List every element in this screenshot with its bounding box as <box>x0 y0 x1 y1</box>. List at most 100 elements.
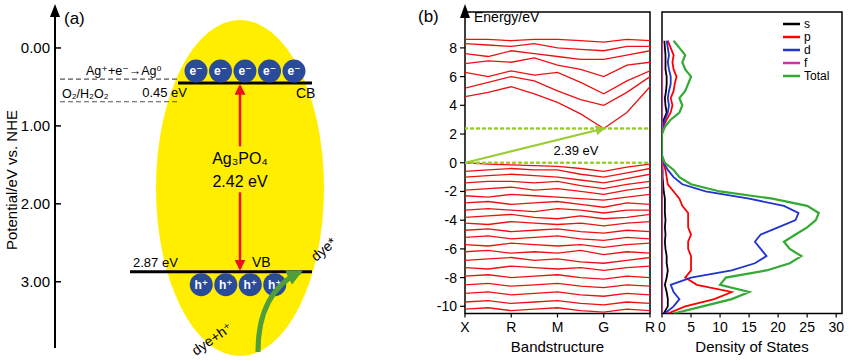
x-tick <box>603 314 604 318</box>
legend-label: f <box>804 56 808 70</box>
legend-label: s <box>804 17 810 31</box>
legend-swatch <box>783 23 800 26</box>
band-line <box>465 181 650 188</box>
band-line <box>465 194 650 200</box>
band-name: VB <box>252 254 271 270</box>
band-line <box>465 209 650 213</box>
y-axis <box>54 13 56 348</box>
band-line <box>465 39 650 42</box>
carrier <box>239 273 262 296</box>
y-tick <box>55 47 61 49</box>
x-tick <box>511 314 512 318</box>
y-tick-label: -8 <box>445 270 458 286</box>
plot-frame <box>662 12 842 314</box>
carrier-label: e⁻ <box>238 64 251 78</box>
y-tick <box>460 248 465 249</box>
carrier-label: h⁺ <box>194 278 208 292</box>
x-tick-label: X <box>460 319 470 335</box>
figure: 0.001.002.003.00Potential/eV vs. NHE(a)A… <box>0 0 854 361</box>
band-line <box>465 229 650 233</box>
band-line <box>465 187 650 194</box>
x-tick <box>836 314 837 318</box>
band-line <box>465 87 650 129</box>
y-tick-label: 0 <box>449 155 457 171</box>
y-tick <box>55 281 61 283</box>
carrier <box>258 60 281 83</box>
y-tick <box>460 76 465 77</box>
reaction-arrow <box>258 272 300 352</box>
x-tick-label: 10 <box>712 319 728 335</box>
y-tick <box>55 203 61 205</box>
carrier-label: e⁻ <box>214 64 227 78</box>
band-line <box>465 214 650 218</box>
y-tick-label: 6 <box>449 69 457 85</box>
band-name: CB <box>296 85 315 101</box>
carrier-label: e⁻ <box>189 64 202 78</box>
y-tick <box>460 105 465 106</box>
x-tick-label: M <box>552 319 564 335</box>
x-tick <box>748 314 749 318</box>
y-tick-label: 2 <box>449 126 457 142</box>
y-tick-label: -10 <box>437 298 457 314</box>
y-tick-label: -4 <box>445 212 458 228</box>
material-label: Ag₃PO₄ <box>212 150 268 167</box>
dos-line <box>662 41 798 314</box>
y-tick <box>460 306 465 307</box>
band-line <box>465 77 650 106</box>
y-tick <box>460 47 465 48</box>
x-tick-label: 5 <box>687 319 695 335</box>
dos-line <box>662 41 819 314</box>
carrier <box>214 273 237 296</box>
redox-level <box>60 101 178 102</box>
y-tick-label: 8 <box>449 40 457 56</box>
gap-edge-line <box>465 162 650 165</box>
band-lines <box>465 39 650 312</box>
carrier <box>234 60 257 83</box>
carrier <box>283 60 306 83</box>
y-tick <box>460 191 465 192</box>
band-line <box>465 202 650 208</box>
y-tick-label: 4 <box>449 97 457 113</box>
carrier <box>209 60 232 83</box>
y-tick-label: 0.00 <box>21 39 50 56</box>
y-tick-label: 1.00 <box>21 117 50 134</box>
y-tick <box>460 133 465 134</box>
x-tick-label: G <box>598 319 609 335</box>
band-line <box>465 258 650 264</box>
band-line <box>465 222 650 226</box>
legend-label: Total <box>804 69 829 83</box>
band-edge-label: 0.45 eV <box>142 85 187 100</box>
carrier-label: h⁺ <box>219 278 233 292</box>
dos-line <box>662 41 663 314</box>
label-background <box>198 146 282 192</box>
y-tick-label: 3.00 <box>21 273 50 290</box>
x-tick-label: 15 <box>741 319 757 335</box>
y-tick <box>460 220 465 221</box>
y-tick-label: 2.00 <box>21 195 50 212</box>
gap-edge-line <box>465 127 650 130</box>
x-tick <box>464 314 465 318</box>
legend-swatch <box>783 49 800 52</box>
carrier <box>190 273 213 296</box>
x-tick-label: 20 <box>770 319 786 335</box>
carrier-label: e⁻ <box>263 64 276 78</box>
legend-swatch <box>783 75 800 78</box>
band-line <box>465 58 650 77</box>
x-tick-label: 30 <box>828 319 844 335</box>
y-tick-label: -6 <box>445 241 458 257</box>
band-line <box>465 266 650 270</box>
axis-arrow <box>460 4 470 18</box>
band-edge <box>130 270 312 273</box>
band-line <box>465 308 650 312</box>
band-line <box>465 283 650 287</box>
band-line <box>465 44 650 51</box>
x-axis-label: Bandstructure <box>511 338 604 355</box>
band-line <box>465 236 650 240</box>
x-axis-label: Density of States <box>695 338 808 355</box>
carrier-label: e⁻ <box>287 64 300 78</box>
legend-label: p <box>804 30 811 44</box>
y-axis-label: Potential/eV vs. NHE <box>3 110 20 250</box>
y-tick <box>460 162 465 163</box>
carrier-label: h⁺ <box>243 278 257 292</box>
panel-label: (b) <box>418 7 439 26</box>
